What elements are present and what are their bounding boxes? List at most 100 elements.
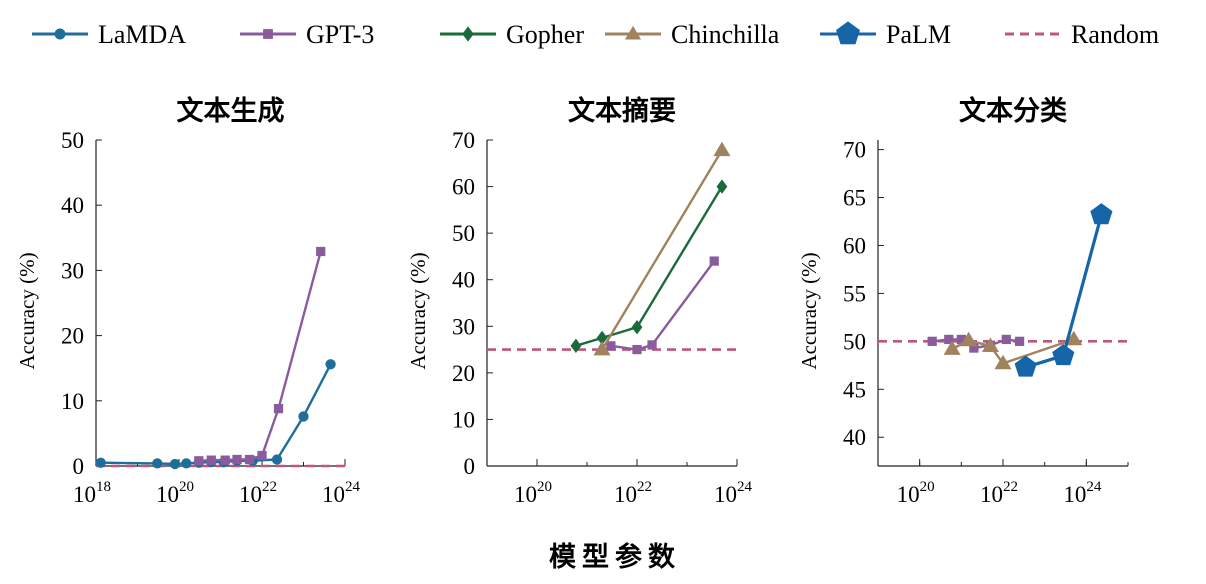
data-point [570, 338, 582, 354]
data-point [944, 334, 954, 345]
data-point [169, 458, 181, 470]
y-tick-label: 30 [452, 314, 475, 339]
series-line [100, 363, 332, 466]
data-point [244, 454, 255, 465]
y-tick-label: 70 [843, 138, 866, 163]
series-gpt-3 [194, 246, 326, 466]
y-axis-label: Accuracy (%) [797, 252, 821, 369]
y-tick-label: 50 [843, 329, 866, 354]
series-gopher [570, 179, 728, 354]
data-point [1065, 330, 1083, 346]
legend-label: GPT-3 [306, 20, 374, 49]
x-tick-exponent: 18 [96, 479, 111, 495]
series-gpt-3 [606, 256, 719, 355]
legend-label: LaMDA [98, 20, 186, 49]
data-point [220, 455, 230, 465]
x-tick-exponent: 24 [345, 479, 361, 495]
chart-title: 文本分类 [959, 95, 1067, 127]
data-point [257, 450, 267, 461]
x-tick-label: 1020 [156, 479, 194, 507]
data-point [325, 359, 336, 370]
legend-item-palm: PaLM [820, 20, 951, 49]
x-tick-label: 1024 [714, 479, 753, 507]
data-point [1014, 355, 1037, 377]
x-tick-exponent: 24 [1086, 479, 1102, 495]
series-line [575, 185, 723, 347]
series-chinchilla [593, 141, 731, 356]
data-point [232, 454, 242, 465]
data-point [273, 403, 284, 414]
y-tick-label: 40 [452, 268, 475, 293]
legend-item-chinchilla: Chinchilla [605, 20, 780, 49]
x-tick-label: 1022 [614, 479, 652, 507]
legend-item-gpt-3: GPT-3 [240, 20, 374, 49]
data-point [981, 337, 999, 353]
legend-item-random: Random [1005, 20, 1159, 49]
x-tick-exponent: 20 [537, 479, 552, 495]
y-axis-label: Accuracy (%) [15, 252, 39, 369]
y-tick-label: 45 [843, 377, 866, 402]
data-point [298, 411, 309, 422]
x-tick-exponent: 20 [179, 479, 194, 495]
series-line [610, 260, 716, 351]
y-tick-label: 60 [452, 175, 475, 200]
y-tick-label: 55 [843, 281, 866, 306]
series-line [198, 251, 322, 462]
data-point [943, 340, 961, 355]
series-line [601, 149, 723, 351]
data-point [1052, 344, 1075, 366]
y-tick-label: 10 [452, 407, 475, 432]
data-point [716, 179, 728, 194]
legend-marker [54, 28, 66, 40]
x-tick-label: 1022 [239, 479, 277, 507]
y-tick-label: 10 [61, 389, 84, 414]
legend-label: Chinchilla [671, 20, 780, 49]
x-tick-label: 1020 [897, 479, 935, 507]
data-point [713, 141, 731, 157]
data-point [1090, 203, 1113, 225]
series-lamda [95, 359, 336, 470]
y-tick-label: 0 [73, 454, 85, 479]
y-tick-label: 40 [843, 425, 866, 450]
y-tick-label: 20 [452, 361, 475, 386]
data-point [960, 331, 978, 347]
data-point [632, 344, 642, 355]
data-point [1014, 336, 1025, 346]
series-palm [1014, 203, 1113, 377]
data-point [631, 320, 643, 335]
legend-item-lamda: LaMDA [32, 20, 186, 49]
legend-marker [263, 29, 273, 39]
x-tick-label: 1024 [1063, 479, 1102, 507]
y-tick-label: 50 [452, 221, 475, 246]
x-tick-label: 1022 [980, 479, 1018, 507]
x-tick-exponent: 22 [637, 479, 652, 495]
x-tick-exponent: 24 [737, 479, 753, 495]
data-point [206, 455, 216, 465]
data-point [994, 354, 1012, 370]
data-point [593, 340, 611, 356]
y-tick-label: 65 [843, 186, 866, 211]
data-point [709, 256, 719, 266]
x-tick-label: 1024 [322, 479, 361, 507]
series-chinchilla [943, 330, 1083, 370]
legend-marker [624, 25, 642, 40]
x-tick-exponent: 22 [262, 479, 277, 495]
y-tick-label: 30 [61, 258, 84, 283]
legend-item-gopher: Gopher [440, 20, 584, 49]
data-point [927, 336, 937, 346]
x-axis-label: 模型参数 [549, 541, 681, 573]
legend-marker [836, 21, 860, 45]
legend: LaMDA GPT-3 Gopher Chinchilla PaLM Random [32, 20, 1159, 49]
y-tick-label: 40 [61, 193, 84, 218]
data-point [95, 457, 106, 468]
x-tick-exponent: 22 [1003, 479, 1018, 495]
legend-label: Gopher [506, 20, 584, 49]
chart-panel-3: 文本分类 40 45 50 55 60 65 70 1020 1022 1024 Accuracy (… [797, 95, 1129, 507]
data-point [1001, 334, 1011, 345]
x-tick-exponent: 20 [920, 479, 935, 495]
y-tick-label: 60 [843, 233, 866, 258]
data-point [194, 456, 204, 466]
